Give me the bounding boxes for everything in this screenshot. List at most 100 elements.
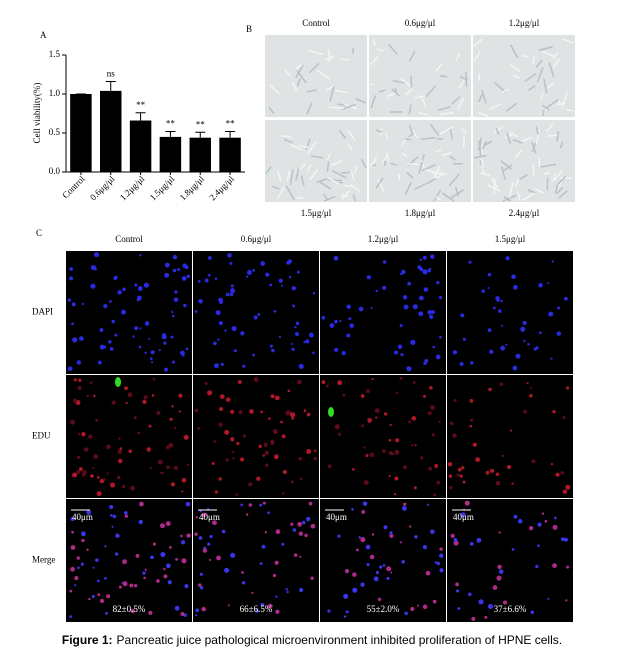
nucleus bbox=[69, 615, 73, 618]
nucleus bbox=[70, 419, 75, 425]
nucleus bbox=[76, 401, 80, 405]
cell bbox=[268, 84, 280, 95]
cell bbox=[562, 91, 569, 106]
nucleus bbox=[341, 350, 346, 356]
cell bbox=[556, 98, 564, 109]
nucleus bbox=[257, 313, 261, 316]
nucleus bbox=[356, 548, 359, 552]
nucleus bbox=[310, 576, 314, 580]
nucleus bbox=[194, 310, 198, 313]
nucleus bbox=[99, 344, 105, 350]
nucleus bbox=[275, 395, 280, 401]
nucleus bbox=[207, 542, 211, 546]
nucleus bbox=[435, 354, 441, 360]
nucleus bbox=[129, 583, 134, 588]
x-tick-label: 0.6μg/μl bbox=[88, 173, 117, 202]
caption-label: Figure 1: bbox=[62, 633, 113, 647]
nucleus bbox=[436, 480, 441, 485]
nucleus bbox=[216, 555, 221, 561]
nucleus bbox=[436, 280, 440, 285]
y-tick-label: 0.0 bbox=[49, 166, 61, 176]
cell bbox=[420, 160, 425, 168]
nucleus bbox=[410, 339, 416, 345]
bar bbox=[70, 94, 92, 172]
nucleus bbox=[67, 298, 71, 302]
cell bbox=[404, 182, 412, 195]
cell bbox=[535, 129, 540, 146]
nucleus bbox=[173, 465, 178, 470]
cell bbox=[309, 169, 318, 181]
nucleus bbox=[144, 321, 150, 326]
nucleus bbox=[468, 592, 472, 597]
nucleus bbox=[139, 254, 142, 257]
nucleus bbox=[95, 558, 99, 562]
nucleus bbox=[352, 572, 357, 577]
significance-label: ns bbox=[107, 69, 116, 79]
nucleus bbox=[124, 514, 129, 518]
nucleus bbox=[181, 558, 187, 564]
cell bbox=[473, 154, 487, 159]
nucleus bbox=[139, 327, 142, 330]
cell bbox=[541, 46, 553, 51]
nucleus bbox=[334, 347, 339, 352]
nucleus bbox=[374, 408, 380, 414]
nucleus bbox=[456, 589, 460, 593]
cell bbox=[521, 192, 536, 202]
nucleus bbox=[108, 340, 112, 344]
fluorescence-image bbox=[193, 375, 319, 498]
nucleus bbox=[313, 456, 318, 461]
nucleus bbox=[531, 459, 536, 464]
nucleus bbox=[327, 609, 331, 613]
nucleus bbox=[71, 302, 76, 307]
cell bbox=[369, 83, 375, 86]
nucleus bbox=[118, 437, 121, 440]
nucleus bbox=[348, 317, 352, 321]
nucleus bbox=[114, 333, 118, 337]
nucleus bbox=[240, 503, 243, 507]
cell bbox=[360, 158, 367, 169]
cell bbox=[350, 171, 356, 181]
nucleus bbox=[171, 314, 175, 318]
cell bbox=[545, 123, 554, 132]
nucleus bbox=[363, 480, 369, 486]
nucleus bbox=[308, 501, 313, 506]
nucleus bbox=[197, 427, 201, 430]
nucleus bbox=[360, 394, 365, 398]
nucleus bbox=[502, 600, 508, 605]
cell bbox=[385, 132, 389, 140]
cell bbox=[566, 108, 573, 112]
nucleus bbox=[358, 306, 364, 312]
percentage-label: 82±0.5% bbox=[113, 604, 146, 614]
nucleus bbox=[104, 545, 107, 548]
nucleus bbox=[511, 274, 516, 279]
nucleus bbox=[389, 423, 392, 427]
cell bbox=[522, 55, 529, 58]
cell bbox=[325, 85, 334, 92]
nucleus bbox=[259, 562, 263, 565]
nucleus bbox=[453, 538, 458, 542]
nucleus bbox=[180, 612, 185, 617]
cell bbox=[377, 179, 385, 192]
cell bbox=[404, 88, 414, 96]
fluorescence-image bbox=[320, 251, 446, 374]
nucleus bbox=[144, 351, 147, 355]
cell bbox=[352, 193, 356, 202]
nucleus bbox=[117, 290, 122, 295]
cell bbox=[330, 159, 344, 167]
nucleus bbox=[93, 394, 96, 398]
nucleus bbox=[291, 347, 295, 351]
nucleus bbox=[178, 410, 181, 413]
nucleus bbox=[224, 329, 227, 332]
nucleus bbox=[112, 514, 117, 519]
nucleus bbox=[106, 444, 111, 450]
nucleus bbox=[164, 262, 170, 268]
nucleus bbox=[412, 381, 416, 384]
cell bbox=[289, 143, 303, 151]
nucleus bbox=[123, 511, 128, 515]
nucleus bbox=[109, 300, 112, 303]
nucleus bbox=[146, 447, 151, 452]
nucleus bbox=[70, 566, 75, 572]
nucleus bbox=[447, 461, 453, 467]
nucleus bbox=[72, 472, 78, 478]
cell bbox=[462, 135, 466, 148]
